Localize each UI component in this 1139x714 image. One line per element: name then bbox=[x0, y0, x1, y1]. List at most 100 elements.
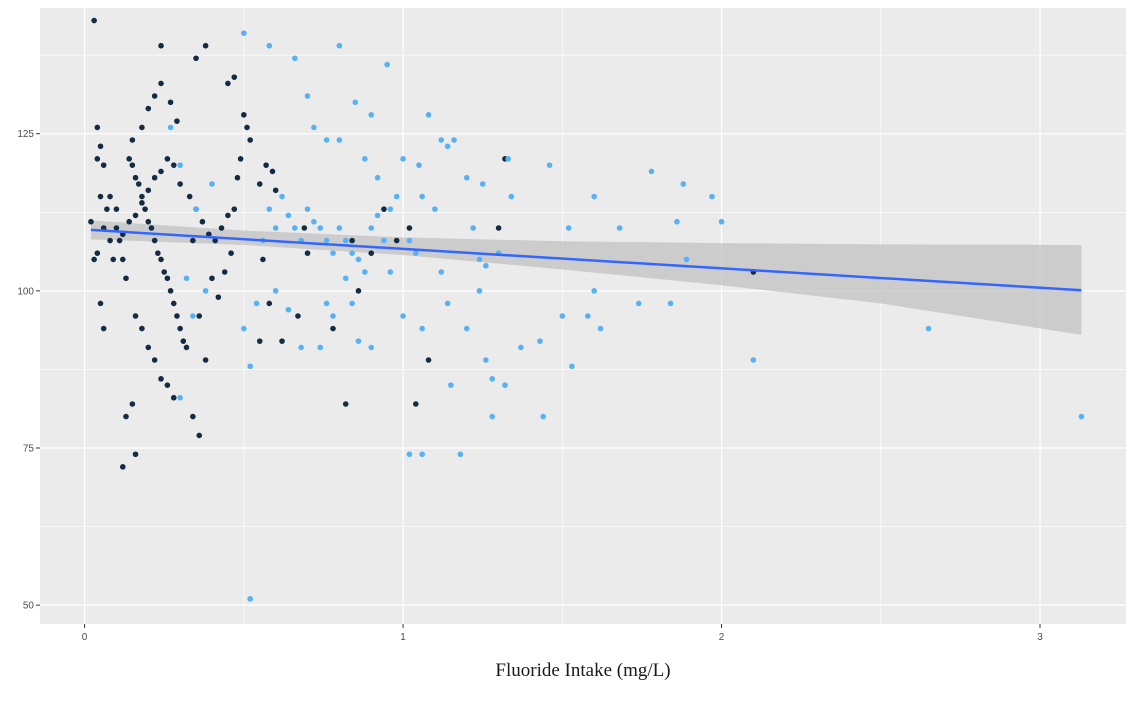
scatter-point bbox=[244, 124, 250, 131]
scatter-point bbox=[100, 162, 107, 168]
scatter-point bbox=[183, 344, 190, 351]
scatter-point bbox=[167, 99, 174, 106]
scatter-point bbox=[374, 212, 381, 219]
scatter-point bbox=[591, 193, 597, 200]
scatter-point bbox=[342, 275, 349, 282]
scatter-point bbox=[406, 237, 413, 244]
scatter-point bbox=[241, 30, 247, 36]
scatter-point bbox=[247, 137, 253, 143]
scatter-point bbox=[362, 156, 368, 162]
scatter-point bbox=[177, 325, 183, 332]
scatter-point bbox=[559, 313, 566, 319]
scatter-point bbox=[323, 237, 330, 244]
scatter-point bbox=[164, 156, 171, 162]
scatter-point bbox=[349, 300, 355, 307]
scatter-point bbox=[425, 112, 432, 118]
x-axis-title: Fluoride Intake (mg/L) bbox=[495, 660, 670, 681]
scatter-point bbox=[241, 325, 247, 332]
scatter-point bbox=[368, 250, 375, 256]
x-tick-label: 3 bbox=[1037, 632, 1043, 643]
scatter-point bbox=[177, 162, 183, 168]
scatter-point bbox=[463, 325, 470, 332]
scatter-point bbox=[132, 212, 139, 219]
scatter-point bbox=[139, 124, 145, 131]
scatter-point bbox=[597, 325, 604, 332]
scatter-point bbox=[463, 174, 470, 181]
scatter-point bbox=[241, 112, 247, 118]
scatter-point bbox=[202, 357, 209, 363]
scatter-point bbox=[419, 325, 425, 332]
scatter-point bbox=[167, 288, 174, 294]
scatter-point bbox=[317, 225, 324, 231]
scatter-point bbox=[135, 181, 142, 187]
scatter-point bbox=[342, 237, 349, 244]
scatter-point bbox=[167, 124, 174, 131]
scatter-point bbox=[88, 218, 94, 225]
scatter-point bbox=[253, 300, 260, 307]
scatter-point bbox=[483, 262, 489, 269]
scatter-point bbox=[107, 237, 113, 244]
scatter-point bbox=[202, 288, 209, 294]
scatter-point bbox=[209, 181, 215, 187]
scatter-point bbox=[540, 413, 546, 420]
scatter-point bbox=[444, 300, 451, 307]
y-tick-label: 125 bbox=[17, 129, 34, 140]
x-tick-label: 0 bbox=[82, 632, 88, 643]
scatter-point bbox=[387, 206, 394, 212]
scatter-point bbox=[186, 193, 193, 200]
scatter-point bbox=[177, 181, 183, 187]
scatter-point bbox=[97, 193, 104, 200]
scatter-point bbox=[362, 269, 368, 275]
scatter-point bbox=[432, 206, 438, 212]
scatter-point bbox=[709, 193, 715, 200]
x-tick-label: 2 bbox=[719, 632, 725, 643]
scatter-point bbox=[190, 237, 196, 244]
scatter-point bbox=[97, 143, 104, 150]
scatter-point bbox=[425, 357, 432, 363]
scatter-point bbox=[94, 124, 101, 131]
scatter-point bbox=[263, 162, 269, 168]
scatter-point bbox=[546, 162, 553, 168]
scatter-point bbox=[295, 313, 301, 319]
scatter-point bbox=[129, 137, 136, 143]
scatter-point bbox=[349, 250, 355, 256]
scatter-point bbox=[438, 269, 445, 275]
scatter-point bbox=[148, 225, 155, 231]
scatter-point bbox=[174, 118, 180, 124]
scatter-point bbox=[212, 237, 218, 244]
scatter-point bbox=[183, 275, 190, 282]
scatter-point bbox=[413, 250, 419, 256]
scatter-point bbox=[260, 256, 266, 263]
y-tick-label: 100 bbox=[17, 286, 34, 297]
scatter-point bbox=[683, 256, 690, 263]
scatter-point bbox=[301, 225, 308, 231]
scatter-point bbox=[129, 401, 136, 407]
scatter-point bbox=[218, 225, 225, 231]
scatter-point bbox=[355, 288, 362, 294]
scatter-point bbox=[476, 288, 483, 294]
grid-lines bbox=[40, 8, 1126, 624]
scatter-point bbox=[193, 55, 199, 62]
scatter-point bbox=[126, 218, 132, 225]
scatter-point bbox=[132, 451, 139, 458]
scatter-point bbox=[158, 80, 164, 87]
scatter-point bbox=[228, 250, 234, 256]
scatter-point bbox=[132, 174, 139, 181]
scatter-point bbox=[476, 256, 483, 263]
scatter-point bbox=[190, 413, 196, 420]
scatter-point bbox=[1078, 413, 1085, 420]
scatter-point bbox=[158, 168, 164, 175]
scatter-point bbox=[505, 156, 511, 162]
scatter-point bbox=[279, 193, 285, 200]
scatter-point bbox=[190, 313, 196, 319]
scatter-point bbox=[142, 206, 148, 212]
scatter-point bbox=[225, 212, 231, 219]
scatter-point bbox=[199, 218, 206, 225]
scatter-point bbox=[569, 363, 575, 370]
scatter-point bbox=[196, 432, 203, 439]
scatter-point bbox=[145, 344, 152, 351]
scatter-point bbox=[202, 42, 209, 49]
scatter-point bbox=[291, 225, 298, 231]
scatter-point bbox=[406, 225, 413, 231]
scatter-point bbox=[393, 193, 400, 200]
